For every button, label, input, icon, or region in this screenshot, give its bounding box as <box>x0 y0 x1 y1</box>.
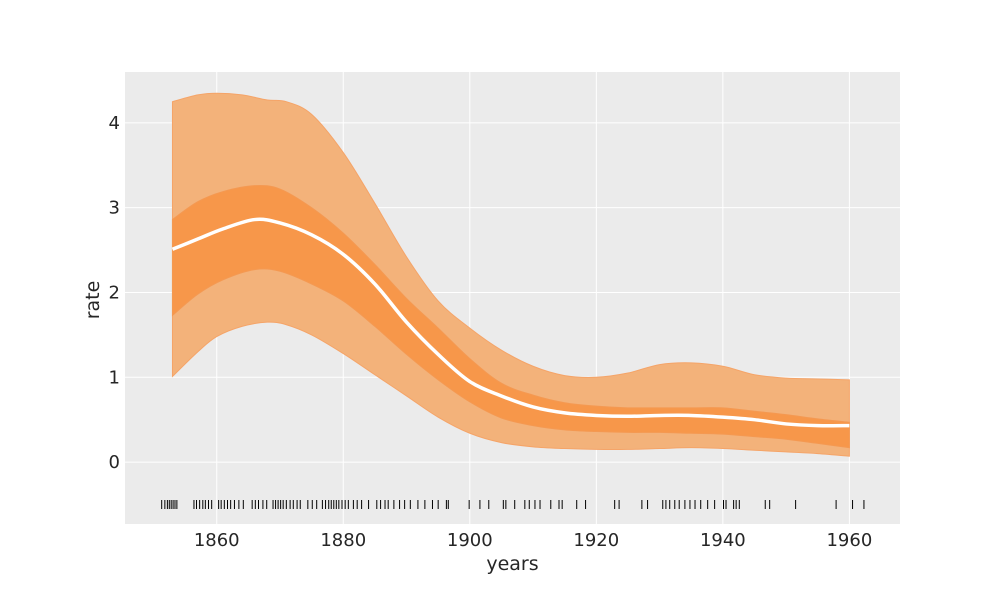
rug-plot <box>161 499 865 509</box>
x-tick-label: 1940 <box>700 530 746 551</box>
x-tick-label: 1880 <box>320 530 366 551</box>
mean-line-group <box>171 217 850 428</box>
x-tick-label: 1900 <box>447 530 493 551</box>
x-axis-label: years <box>486 553 538 575</box>
mean-line <box>171 217 850 428</box>
y-tick-label: 3 <box>109 198 120 219</box>
x-tick-label: 1960 <box>826 530 872 551</box>
y-tick-label: 2 <box>109 282 120 303</box>
outer-credible-band <box>171 92 850 457</box>
x-tick-label: 1860 <box>194 530 240 551</box>
x-tick-label: 1920 <box>573 530 619 551</box>
y-tick-label: 0 <box>109 452 120 473</box>
tick-labels: 1860 1880 1900 1920 1940 1960 0 1 2 3 4 <box>109 113 873 551</box>
y-axis-label: rate <box>82 281 104 320</box>
y-tick-label: 4 <box>109 113 120 134</box>
y-tick-label: 1 <box>109 367 120 388</box>
